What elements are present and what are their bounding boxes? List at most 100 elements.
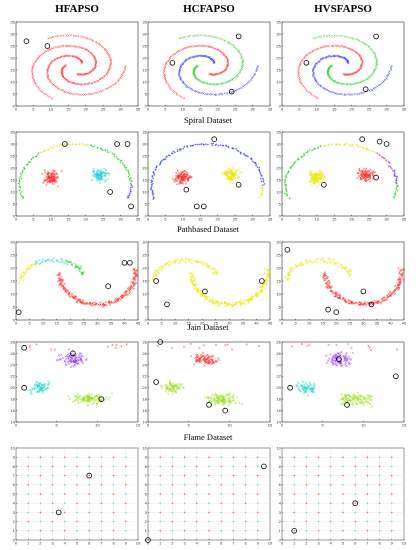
data-point — [120, 75, 123, 78]
cluster-center-marker — [44, 43, 51, 49]
column-title: HFAPSO — [55, 3, 99, 15]
data-point — [54, 35, 57, 38]
axes-frame — [147, 241, 271, 321]
data-point — [47, 37, 50, 40]
x-tick-label: 10 — [268, 541, 273, 546]
data-point — [38, 88, 41, 91]
y-tick-label: 3 — [13, 510, 16, 515]
x-tick-label: 3 — [51, 541, 54, 546]
x-tick-label: 2 — [305, 541, 308, 546]
x-tick-label: 2 — [39, 541, 42, 546]
data-point — [108, 65, 111, 68]
data-point — [206, 93, 209, 96]
x-tick-label: 10 — [95, 423, 100, 428]
data-point — [98, 90, 101, 93]
y-tick-label: 10 — [276, 291, 281, 296]
y-tick-label: 5 — [145, 304, 148, 309]
x-tick-label: 15 — [402, 423, 407, 428]
x-tick-label: 5 — [32, 217, 35, 222]
data-point — [80, 35, 83, 38]
y-tick-label: 1 — [279, 528, 282, 533]
data-point — [37, 57, 40, 60]
scatter-panel-spiral-hcfapso: 0 5 10 15 20 25 30 35 0 5 10 15 20 25 30 35 — [142, 19, 273, 111]
y-tick-label: 20 — [276, 165, 281, 170]
axes-frame — [147, 21, 271, 107]
y-tick-label: 5 — [145, 91, 148, 96]
x-tick-label: 40 — [254, 321, 259, 326]
y-tick-label: 24 — [276, 362, 281, 367]
x-tick-label: 5 — [32, 107, 35, 112]
y-tick-label: 18 — [10, 397, 15, 402]
y-tick-label: 35 — [10, 19, 15, 24]
data-point — [51, 47, 54, 50]
x-tick-label: 8 — [378, 541, 381, 546]
y-tick-label: 0 — [13, 103, 16, 108]
data-point — [71, 45, 74, 48]
y-tick-label: 10 — [276, 189, 281, 194]
x-tick-label: 0 — [15, 541, 18, 546]
data-point — [39, 89, 42, 92]
y-tick-label: 14 — [10, 419, 15, 424]
y-tick-label: 20 — [142, 265, 147, 270]
y-tick-label: 9 — [279, 455, 282, 460]
data-point — [123, 70, 126, 73]
x-tick-label: 15 — [136, 423, 141, 428]
data-point — [100, 45, 103, 48]
data-point — [223, 92, 226, 95]
data-point — [94, 59, 97, 62]
x-tick-label: 0 — [147, 107, 150, 112]
data-point — [210, 93, 213, 96]
x-tick-label: 10 — [49, 107, 54, 112]
y-tick-label: 30 — [10, 239, 15, 244]
y-tick-label: 26 — [10, 351, 15, 356]
x-tick-label: 10 — [181, 107, 186, 112]
data-point — [96, 91, 99, 94]
y-tick-label: 25 — [276, 43, 281, 48]
data-point — [79, 73, 82, 76]
y-tick-label: 10 — [276, 79, 281, 84]
data-point — [60, 72, 63, 75]
data-point — [74, 45, 77, 48]
x-tick-label: 7 — [232, 541, 235, 546]
y-tick-label: 15 — [10, 177, 15, 182]
x-tick-label: 3 — [317, 541, 320, 546]
data-point — [73, 34, 76, 37]
data-point — [91, 81, 94, 85]
x-tick-label: 5 — [164, 217, 167, 222]
y-tick-label: 20 — [10, 385, 15, 390]
x-tick-label: 9 — [391, 541, 394, 546]
data-point — [77, 93, 80, 96]
data-point — [119, 76, 122, 80]
data-point — [64, 45, 67, 48]
data-point — [89, 93, 92, 96]
data-point — [44, 93, 47, 96]
data-point — [51, 35, 54, 39]
data-point — [181, 63, 184, 66]
x-tick-label: 1 — [159, 541, 162, 546]
y-tick-label: 8 — [145, 464, 148, 469]
data-point — [187, 57, 191, 60]
data-point — [87, 82, 90, 85]
x-tick-label: 35 — [109, 321, 114, 326]
y-tick-label: 18 — [276, 397, 281, 402]
x-tick-label: 15 — [66, 217, 71, 222]
x-tick-label: 5 — [76, 541, 79, 546]
y-tick-label: 25 — [142, 252, 147, 257]
data-point — [74, 92, 77, 96]
y-tick-label: 0 — [145, 103, 148, 108]
data-point — [94, 80, 97, 83]
y-tick-label: 4 — [13, 501, 16, 506]
row-caption: Jain Dataset — [187, 322, 229, 332]
data-point — [64, 78, 68, 81]
data-point — [31, 76, 34, 79]
y-tick-label: 9 — [13, 455, 16, 460]
x-tick-label: 25 — [214, 321, 219, 326]
scatter-panel-flame-hcfapso: 0 5 10 15 14 16 18 20 22 24 26 28 — [142, 339, 273, 428]
x-tick-label: 35 — [136, 107, 141, 112]
y-tick-label: 7 — [145, 473, 148, 478]
data-point — [33, 81, 36, 84]
data-point — [99, 44, 102, 47]
data-point — [95, 40, 98, 43]
y-tick-label: 6 — [279, 482, 282, 487]
